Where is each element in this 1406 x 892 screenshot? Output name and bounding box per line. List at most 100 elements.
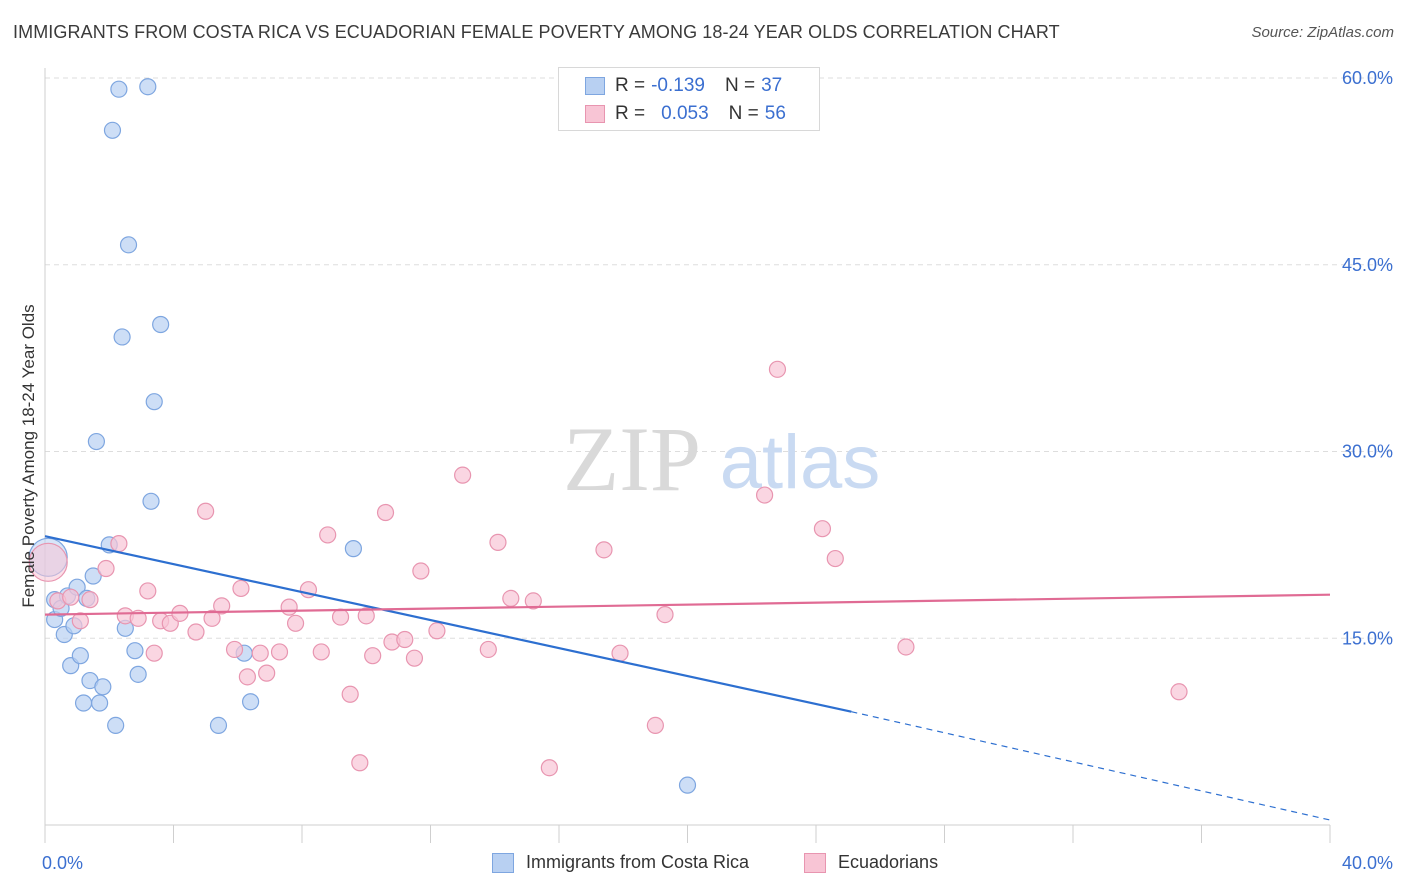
legend-row-costa-rica: R = -0.139 N = 37: [585, 74, 782, 98]
bottom-legend-swatch-pink: [804, 852, 826, 873]
costa-rica-point: [678, 776, 697, 794]
ecuadorian-point: [540, 759, 558, 777]
ecuadorian-point: [97, 559, 115, 578]
legend-swatch-blue: [585, 77, 605, 95]
ecuadorian-point: [232, 579, 250, 598]
costa-rica-point: [119, 236, 138, 254]
costa-rica-point: [139, 78, 157, 96]
ecuadorian-point: [1170, 683, 1188, 701]
legend-n-label: N =: [724, 75, 756, 96]
x-tick-label: 40.0%: [1342, 853, 1393, 873]
costa-rica-point: [142, 492, 160, 510]
ecuadorian-point: [238, 668, 256, 686]
legend-swatch-pink: [585, 105, 605, 123]
ecuadorian-point: [270, 643, 289, 661]
ecuadorian-point: [312, 643, 330, 661]
costa-rica-trend-line: [44, 535, 852, 713]
ecuadorian-point: [502, 589, 520, 608]
ecuadorian-point: [341, 685, 359, 703]
ecuadorian-point: [197, 502, 215, 520]
ecuadorian-point: [428, 622, 446, 640]
legend-r-value: 0.053: [661, 103, 709, 124]
ecuadorian-point: [280, 598, 298, 616]
ecuadorian-point: [524, 592, 542, 610]
ecuadorian-point: [319, 526, 337, 544]
costa-rica-point: [84, 567, 102, 585]
costa-rica-point: [152, 315, 170, 334]
chart-source: Source: ZipAtlas.com: [1251, 24, 1394, 41]
ecuadorian-point: [826, 549, 844, 568]
ecuadorian-point: [213, 597, 231, 615]
ecuadorian-point: [412, 562, 430, 580]
bottom-legend-label-costa-rica: Immigrants from Costa Rica: [526, 852, 750, 872]
watermark: ZIP atlas: [563, 408, 880, 510]
chart-title: IMMIGRANTS FROM COSTA RICA VS ECUADORIAN…: [13, 22, 1060, 42]
bottom-legend-ecuadorians: Ecuadorians: [804, 852, 938, 873]
legend-r-label: R =: [615, 75, 646, 96]
y-axis-title: Female Poverty Among 18-24 Year Olds: [19, 304, 38, 608]
costa-rica-point: [110, 80, 128, 98]
ecuadorian-point: [81, 591, 99, 609]
ecuadorian-point: [187, 623, 205, 641]
costa-rica-point: [242, 693, 260, 711]
legend-n-value: 37: [761, 75, 783, 96]
ecuadorian-point: [357, 607, 375, 625]
costa-rica-point: [209, 716, 228, 735]
ecuadorian-point: [225, 640, 244, 659]
ecuadorian-point: [405, 649, 424, 667]
ecuadorian-point: [656, 605, 674, 624]
ecuadorian-point: [28, 542, 68, 582]
ecuadorian-point: [489, 533, 507, 551]
x-tick-label: 0.0%: [42, 853, 83, 873]
bottom-legend-label-ecuadorians: Ecuadorians: [838, 852, 939, 872]
ecuadorian-point: [646, 716, 664, 735]
costa-rica-trend-extension: [851, 711, 1331, 821]
legend-r-value: -0.139: [651, 75, 705, 96]
bottom-legend-costa-rica: Immigrants from Costa Rica: [492, 852, 749, 873]
gridlines: [45, 77, 1395, 639]
ecuadorian-point: [755, 486, 774, 504]
costa-rica-point: [71, 647, 89, 665]
legend-row-ecuadorians: R = 0.053 N = 56: [585, 102, 786, 126]
ecuadorian-point: [768, 360, 787, 378]
axes: [44, 68, 1331, 843]
ecuadorian-point: [258, 664, 276, 682]
ecuadorian-point: [331, 608, 350, 626]
costa-rica-point: [94, 678, 112, 696]
data-points: [28, 78, 1188, 794]
ecuadorian-point: [251, 644, 269, 662]
ecuadorian-point: [110, 535, 128, 553]
ecuadorian-point: [139, 582, 157, 600]
legend-n-label: N =: [728, 103, 759, 124]
ecuadorian-point: [396, 630, 414, 649]
ecuadorian-point: [351, 754, 369, 772]
ecuadorian-point: [376, 503, 395, 522]
ecuadorian-point: [62, 588, 80, 606]
bottom-legend-swatch-blue: [492, 852, 514, 873]
costa-rica-point: [126, 642, 144, 660]
tick-labels: 15.0% 30.0% 45.0% 60.0% 0.0% 40.0%: [42, 68, 1393, 873]
y-tick-label: 60.0%: [1342, 68, 1393, 88]
y-tick-label: 15.0%: [1342, 628, 1393, 648]
ecuadorian-point: [286, 614, 305, 632]
ecuadorian-trend-line: [44, 593, 1331, 616]
costa-rica-point: [107, 716, 125, 735]
costa-rica-point: [344, 540, 362, 558]
ecuadorian-point: [71, 612, 89, 630]
ecuadorian-point: [145, 644, 163, 662]
ecuadorian-point: [203, 609, 221, 627]
costa-rica-point: [145, 393, 163, 411]
watermark-atlas: atlas: [720, 420, 881, 505]
legend-r-label: R =: [615, 103, 646, 124]
ecuadorian-point: [364, 647, 382, 665]
ecuadorian-point: [813, 520, 832, 538]
trend-lines: [44, 535, 1331, 821]
ecuadorian-point: [129, 609, 147, 627]
costa-rica-point: [91, 694, 109, 712]
costa-rica-point: [103, 121, 122, 139]
y-tick-label: 45.0%: [1342, 255, 1393, 275]
y-tick-label: 30.0%: [1342, 442, 1393, 462]
costa-rica-point: [74, 694, 93, 712]
ecuadorian-point: [897, 638, 915, 656]
